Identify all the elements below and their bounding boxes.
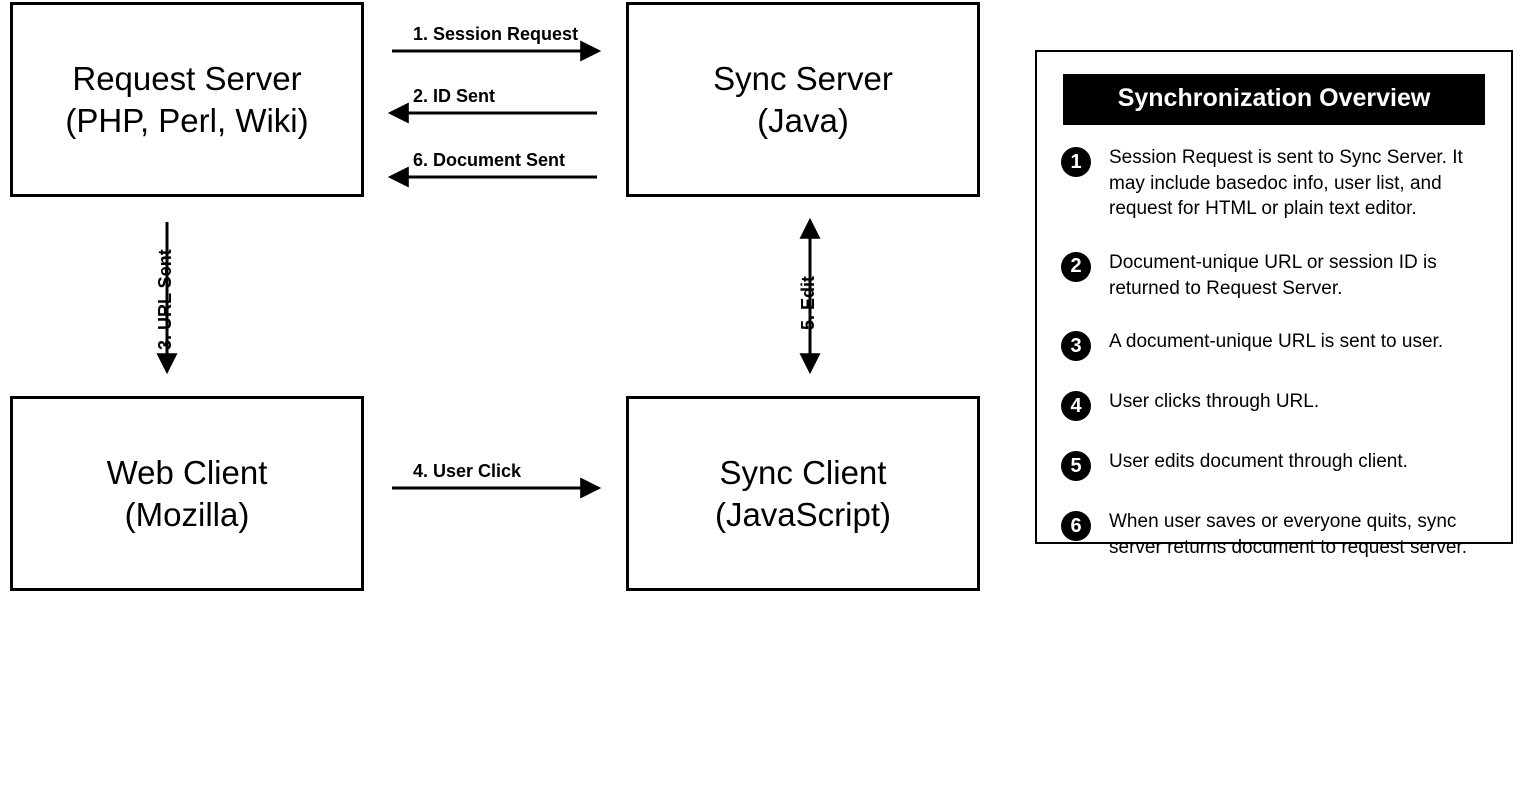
overview-item-number: 5 (1061, 451, 1091, 481)
edge-label-e6: 6. Document Sent (413, 150, 565, 171)
overview-item: 6 When user saves or everyone quits, sync… (1061, 509, 1487, 560)
node-subtitle: (PHP, Perl, Wiki) (65, 100, 308, 141)
node-title: Web Client (107, 452, 268, 493)
overview-item-number: 2 (1061, 252, 1091, 282)
overview-item-text: When user saves or everyone quits, sync … (1109, 509, 1487, 560)
overview-item-text: Document-unique URL or session ID is ret… (1109, 250, 1487, 301)
overview-item-number: 3 (1061, 331, 1091, 361)
overview-item: 1 Session Request is sent to Sync Server.… (1061, 145, 1487, 222)
overview-item: 2 Document-unique URL or session ID is re… (1061, 250, 1487, 301)
node-title: Sync Client (720, 452, 887, 493)
edge-label-e4: 4. User Click (413, 461, 521, 482)
node-subtitle: (JavaScript) (715, 494, 891, 535)
diagram-canvas: Request Server (PHP, Perl, Wiki) Sync Se… (0, 0, 1536, 807)
overview-item: 3 A document-unique URL is sent to user. (1061, 329, 1487, 361)
overview-item-number: 4 (1061, 391, 1091, 421)
overview-item-number: 6 (1061, 511, 1091, 541)
overview-item-text: A document-unique URL is sent to user. (1109, 329, 1487, 355)
overview-item: 4 User clicks through URL. (1061, 389, 1487, 421)
overview-item-text: User clicks through URL. (1109, 389, 1487, 415)
node-subtitle: (Java) (757, 100, 849, 141)
node-sync-client: Sync Client (JavaScript) (626, 396, 980, 591)
overview-panel: Synchronization Overview 1 Session Reques… (1035, 50, 1513, 544)
overview-body: 1 Session Request is sent to Sync Server.… (1037, 125, 1511, 580)
node-web-client: Web Client (Mozilla) (10, 396, 364, 591)
overview-title: Synchronization Overview (1063, 74, 1485, 125)
edge-label-e1: 1. Session Request (413, 24, 578, 45)
node-request-server: Request Server (PHP, Perl, Wiki) (10, 2, 364, 197)
overview-item-number: 1 (1061, 147, 1091, 177)
node-subtitle: (Mozilla) (125, 494, 250, 535)
overview-item-text: Session Request is sent to Sync Server. … (1109, 145, 1487, 222)
edge-label-e3: 3. URL Sent (155, 249, 176, 350)
node-title: Request Server (72, 58, 301, 99)
node-title: Sync Server (713, 58, 893, 99)
overview-item-text: User edits document through client. (1109, 449, 1487, 475)
edge-label-e2: 2. ID Sent (413, 86, 495, 107)
overview-item: 5 User edits document through client. (1061, 449, 1487, 481)
edge-label-e5: 5. Edit (798, 276, 819, 330)
node-sync-server: Sync Server (Java) (626, 2, 980, 197)
